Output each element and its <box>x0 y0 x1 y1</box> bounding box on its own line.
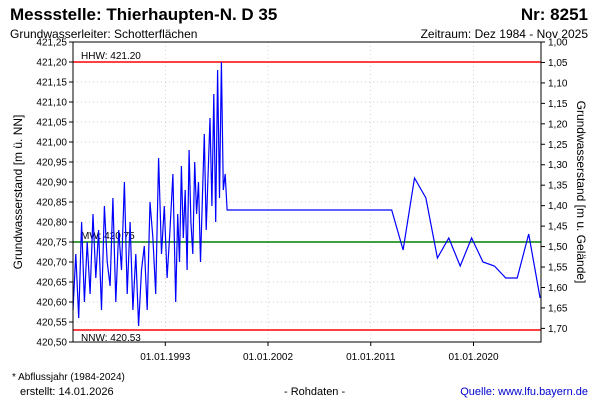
grid-layer <box>73 41 541 343</box>
x-tick-label: 01.01.2002 <box>243 352 293 363</box>
x-tick-label: 01.01.2020 <box>448 352 498 363</box>
page-title: Messstelle: Thierhaupten-N. D 35 <box>10 5 278 24</box>
y-tick-label-right: 1,25 <box>548 140 568 151</box>
y-axis-label-left: Grundwasserstand [m ü. NN] <box>11 115 25 270</box>
y-tick-label-left: 420,75 <box>36 238 67 249</box>
y-tick-label-left: 420,60 <box>36 298 67 309</box>
created-date: erstellt: 14.01.2026 <box>20 386 114 398</box>
y-tick-label-left: 420,70 <box>36 258 67 269</box>
y-tick-label-left: 420,80 <box>36 218 67 229</box>
y-tick-label-right: 1,15 <box>548 99 568 110</box>
y-tick-label-right: 1,00 <box>548 38 568 49</box>
aquifer-label: Grundwasserleiter: Schotterflächen <box>10 27 198 41</box>
y-tick-label-left: 420,50 <box>36 338 67 349</box>
y-tick-label-left: 420,85 <box>36 198 67 209</box>
y-tick-label-right: 1,55 <box>548 263 568 274</box>
tick-layer: 420,50 420,55 420,60 420,65 420,70 420,75 420,… <box>36 38 567 364</box>
footnote: * Abflussjahr (1984-2024) <box>12 372 125 383</box>
y-tick-label-left: 421,20 <box>36 58 67 69</box>
y-tick-label-right: 1,65 <box>548 303 568 314</box>
plot-frame <box>72 41 542 343</box>
y-tick-label-left: 421,10 <box>36 98 67 109</box>
y-tick-label-left: 420,55 <box>36 318 67 329</box>
y-tick-label-left: 420,90 <box>36 178 67 189</box>
station-number: Nr: 8251 <box>520 5 588 24</box>
y-axis-label-right: Grundwasserstand [m u. Gelände] <box>574 101 588 284</box>
y-tick-label-right: 1,05 <box>548 58 568 69</box>
y-tick-label-right: 1,60 <box>548 283 568 294</box>
reference-lines: HHW: 421.20 MW: 420.75 NNW: 420.53 <box>73 51 541 344</box>
y-tick-label-left: 420,95 <box>36 158 67 169</box>
y-tick-label-right: 1,10 <box>548 78 568 89</box>
reference-label-mw: MW: 420.75 <box>81 231 135 242</box>
y-tick-label-left: 420,65 <box>36 278 67 289</box>
y-tick-label-right: 1,40 <box>548 201 568 212</box>
y-tick-label-right: 1,50 <box>548 242 568 253</box>
y-tick-label-left: 421,15 <box>36 78 67 89</box>
x-tick-label: 01.01.1993 <box>140 352 190 363</box>
y-tick-label-right: 1,20 <box>548 119 568 130</box>
y-tick-label-left: 421,05 <box>36 118 67 129</box>
period-label: Zeitraum: Dez 1984 - Nov 2025 <box>420 27 588 41</box>
y-tick-label-left: 421,25 <box>36 38 67 49</box>
source-link[interactable]: Quelle: www.lfu.bayern.de <box>460 386 588 398</box>
y-tick-label-right: 1,45 <box>548 222 568 233</box>
series-line-groundwater <box>72 61 541 327</box>
reference-label-nnw: NNW: 420.53 <box>81 333 141 344</box>
raw-data-note: - Rohdaten - <box>284 386 346 398</box>
y-tick-label-right: 1,35 <box>548 181 568 192</box>
reference-label-hhw: HHW: 421.20 <box>81 51 141 62</box>
y-tick-label-left: 421,00 <box>36 138 67 149</box>
y-tick-label-right: 1,30 <box>548 160 568 171</box>
x-tick-label: 01.01.2011 <box>346 352 396 363</box>
y-tick-label-right: 1,70 <box>548 324 568 335</box>
